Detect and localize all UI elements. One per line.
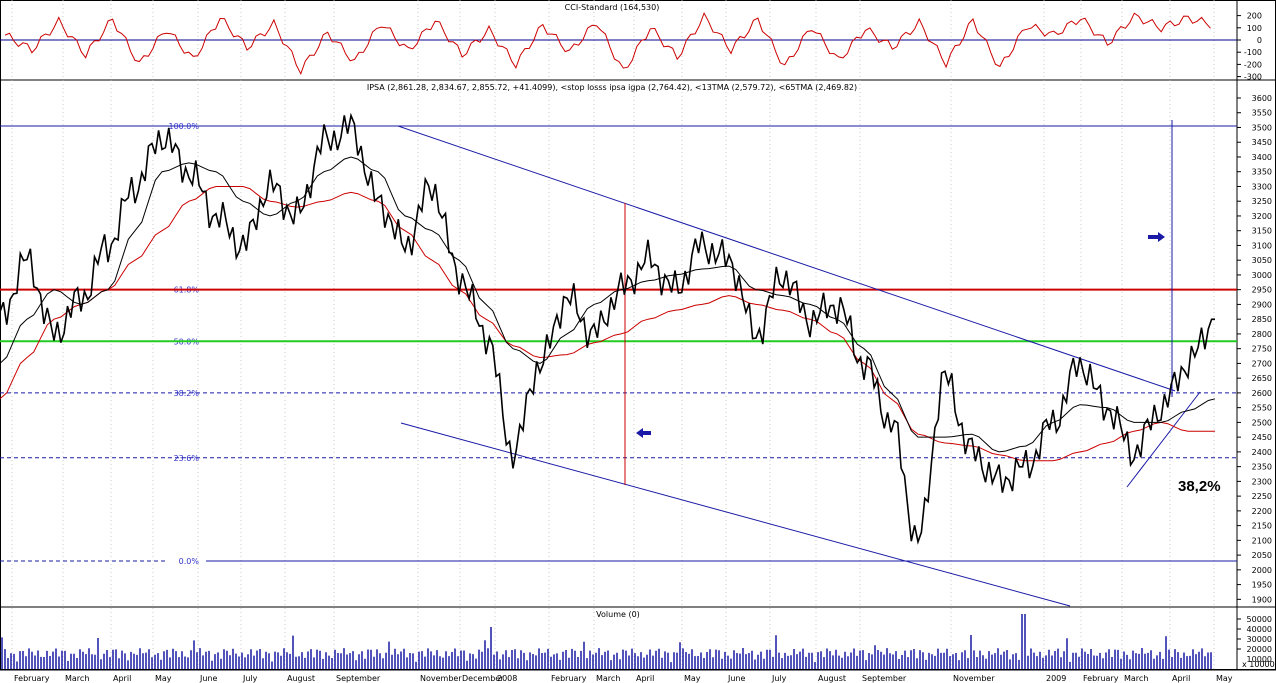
price-tick-label: 2150 xyxy=(1252,522,1272,531)
price-tick-label: 3200 xyxy=(1252,212,1272,221)
cci-tick-label: 100 xyxy=(1247,24,1262,33)
x-tick-label: November xyxy=(953,674,995,683)
price-tick-label: 2000 xyxy=(1252,566,1272,575)
price-legend: IPSA (2,861.28, 2,834.67, 2,855.72, +41.… xyxy=(367,83,857,92)
ipsa-price-line xyxy=(0,112,1216,545)
rising-trendline xyxy=(1126,391,1201,488)
price-tick-label: 2950 xyxy=(1252,286,1272,295)
price-tick-label: 1900 xyxy=(1252,595,1272,604)
right-arrow-icon xyxy=(1148,232,1165,242)
price-tick-label: 3500 xyxy=(1252,123,1272,132)
price-tick-label: 3100 xyxy=(1252,241,1272,250)
x-tick-label: 2009 xyxy=(1046,674,1066,683)
cci-tick-label: -100 xyxy=(1244,48,1262,57)
price-tick-label: 3600 xyxy=(1252,94,1272,103)
x-tick-label: May xyxy=(684,674,701,683)
price-tick-label: 2650 xyxy=(1252,374,1272,383)
price-tick-label: 2550 xyxy=(1252,404,1272,413)
x-tick-label: March xyxy=(1124,674,1148,683)
x-tick-label: March xyxy=(65,674,89,683)
x-tick-label: April xyxy=(636,674,654,683)
price-tick-label: 2300 xyxy=(1252,477,1272,486)
fib-level-label: 38.2% xyxy=(174,389,200,398)
upper-trendline xyxy=(397,125,1176,392)
price-tick-label: 2500 xyxy=(1252,418,1272,427)
x-tick-label: 2008 xyxy=(497,674,517,683)
volume-tick-label: 30000 xyxy=(1247,635,1272,644)
x-tick-label: August xyxy=(287,674,315,683)
x-tick-label: June xyxy=(199,674,218,683)
x-tick-label: September xyxy=(862,674,907,683)
x-tick-label: April xyxy=(1172,674,1190,683)
price-tick-label: 3050 xyxy=(1252,256,1272,265)
price-tick-label: 3250 xyxy=(1252,197,1272,206)
x-tick-label: April xyxy=(113,674,131,683)
price-tick-label: 2700 xyxy=(1252,359,1272,368)
price-tick-label: 2900 xyxy=(1252,300,1272,309)
x-tick-label: December xyxy=(462,674,504,683)
x-tick-label: May xyxy=(1216,674,1233,683)
x-tick-label: August xyxy=(818,674,846,683)
price-tick-label: 3350 xyxy=(1252,168,1272,177)
price-tick-label: 2350 xyxy=(1252,463,1272,472)
x-tick-label: July xyxy=(771,674,787,683)
x-tick-label: June xyxy=(727,674,746,683)
volume-tick-label: 40000 xyxy=(1247,625,1272,634)
cci-tick-label: 200 xyxy=(1247,12,1262,21)
x-tick-label: September xyxy=(336,674,381,683)
annotation-text: 38,2% xyxy=(1178,478,1221,495)
price-tick-label: 1950 xyxy=(1252,581,1272,590)
price-tick-label: 2800 xyxy=(1252,330,1272,339)
price-tick-label: 3150 xyxy=(1252,227,1272,236)
cci-tick-label: -300 xyxy=(1244,73,1262,82)
cci-title: CCI-Standard (164,530) xyxy=(565,3,660,12)
volume-bars xyxy=(1,614,1212,669)
x-tick-label: November xyxy=(420,674,462,683)
tma65-line xyxy=(0,186,1215,462)
x-tick-label: February xyxy=(14,674,50,683)
price-tick-label: 2400 xyxy=(1252,448,1272,457)
x-tick-label: February xyxy=(1083,674,1119,683)
left-arrow-icon xyxy=(636,428,651,438)
price-tick-label: 3450 xyxy=(1252,138,1272,147)
volume-scale-label: x 10000 xyxy=(1242,660,1275,669)
price-tick-label: 3550 xyxy=(1252,109,1272,118)
volume-tick-label: 50000 xyxy=(1247,615,1272,624)
volume-title: Volume (0) xyxy=(596,610,640,619)
volume-tick-label: 10000 xyxy=(1247,655,1272,664)
price-tick-label: 2750 xyxy=(1252,345,1272,354)
fib-level-label: 100.0% xyxy=(168,122,199,131)
volume-tick-label: 20000 xyxy=(1247,645,1272,654)
x-tick-label: February xyxy=(551,674,587,683)
cci-line xyxy=(4,11,1211,76)
price-tick-label: 2600 xyxy=(1252,389,1272,398)
fib-level-label: 0.0% xyxy=(179,557,200,566)
price-tick-label: 2250 xyxy=(1252,492,1272,501)
x-tick-label: March xyxy=(596,674,620,683)
price-tick-label: 3000 xyxy=(1252,271,1272,280)
lower-trendline xyxy=(400,422,1071,607)
price-tick-label: 2200 xyxy=(1252,507,1272,516)
price-tick-label: 2050 xyxy=(1252,551,1272,560)
fib-level-label: 23.6% xyxy=(174,454,200,463)
price-tick-label: 3400 xyxy=(1252,153,1272,162)
price-tick-label: 2850 xyxy=(1252,315,1272,324)
price-tick-label: 2100 xyxy=(1252,536,1272,545)
cci-tick-label: -200 xyxy=(1244,60,1262,69)
price-tick-label: 2450 xyxy=(1252,433,1272,442)
x-tick-label: July xyxy=(242,674,258,683)
x-tick-label: May xyxy=(155,674,172,683)
tma13-line xyxy=(0,156,1216,453)
cci-tick-label: 0 xyxy=(1257,36,1262,45)
price-tick-label: 3300 xyxy=(1252,182,1272,191)
